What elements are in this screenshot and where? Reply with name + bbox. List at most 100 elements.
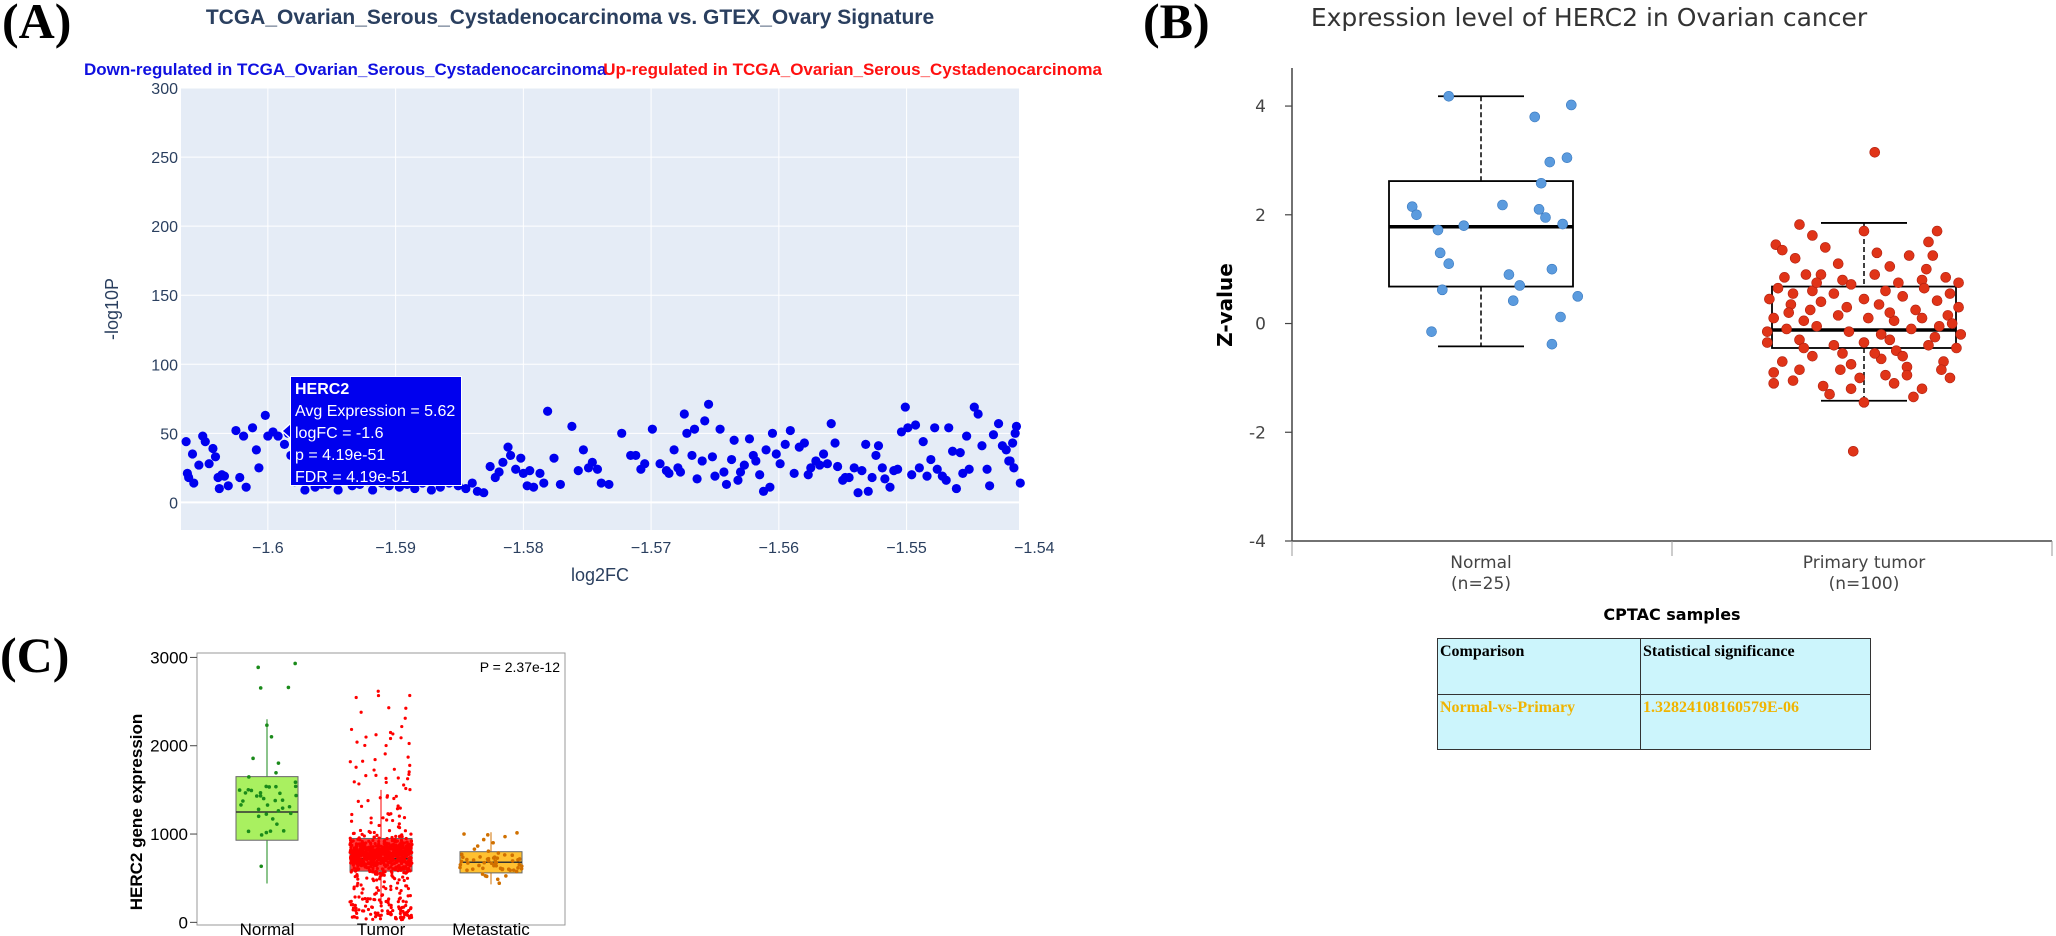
data-point	[459, 859, 464, 864]
data-point	[1008, 438, 1018, 448]
data-point	[388, 844, 392, 848]
data-point	[407, 770, 411, 774]
data-point	[352, 885, 356, 889]
data-point	[223, 481, 233, 491]
data-point	[264, 830, 269, 835]
data-point	[735, 467, 746, 477]
data-point	[516, 453, 526, 463]
data-point	[761, 445, 771, 455]
data-point	[396, 900, 400, 904]
y-ticks-a: 0 50 100 150 200 250 300	[151, 81, 178, 512]
data-point	[402, 905, 406, 909]
data-point	[1880, 285, 1891, 297]
data-point	[247, 423, 258, 433]
data-point	[679, 409, 689, 419]
data-point	[692, 474, 702, 484]
data-point	[387, 842, 391, 846]
data-point	[1807, 285, 1818, 297]
data-point	[387, 903, 391, 907]
data-point	[366, 897, 370, 901]
data-point	[700, 416, 710, 426]
data-point	[1557, 218, 1568, 230]
data-point	[376, 852, 380, 857]
data-point	[363, 904, 368, 908]
data-point	[1815, 269, 1827, 280]
data-point	[400, 833, 404, 837]
x-tick-label: Primary tumor	[1803, 553, 1926, 573]
data-point	[355, 884, 359, 888]
data-point	[258, 791, 263, 795]
data-point	[1811, 277, 1822, 289]
data-point	[498, 457, 508, 467]
data-point	[516, 866, 520, 870]
data-point	[398, 896, 402, 900]
y-tick-label: 250	[151, 150, 178, 167]
data-point	[371, 838, 375, 842]
data-point	[246, 787, 251, 792]
data-point	[348, 900, 352, 904]
data-point	[355, 872, 359, 877]
data-point	[410, 842, 414, 847]
data-point	[366, 799, 370, 803]
data-point	[357, 836, 361, 840]
data-point	[356, 854, 360, 858]
data-point	[393, 861, 397, 865]
data-point	[293, 780, 298, 785]
data-point	[389, 913, 393, 917]
data-point	[1888, 378, 1900, 389]
data-point	[403, 853, 408, 857]
data-point	[385, 863, 390, 867]
data-point	[389, 858, 393, 862]
data-point	[470, 867, 475, 871]
data-point	[397, 814, 401, 818]
data-point	[697, 456, 707, 466]
data-point	[466, 861, 470, 865]
data-point	[264, 784, 268, 789]
data-point	[703, 399, 714, 409]
data-point	[799, 438, 809, 448]
data-point	[181, 437, 191, 447]
data-point	[907, 470, 917, 480]
data-point	[359, 847, 363, 851]
data-point	[1761, 337, 1773, 348]
data-point	[352, 866, 356, 870]
data-point	[1015, 478, 1025, 488]
data-point	[280, 798, 285, 802]
data-point	[1406, 201, 1418, 212]
data-point	[400, 849, 404, 853]
data-point	[399, 842, 404, 846]
data-point	[1798, 315, 1810, 327]
data-point	[1443, 258, 1455, 270]
data-point	[1841, 301, 1853, 313]
data-point	[1906, 323, 1917, 335]
data-point	[1858, 397, 1870, 408]
data-point	[1787, 288, 1799, 299]
data-point	[357, 863, 361, 867]
data-point	[515, 831, 519, 835]
data-point	[385, 837, 389, 841]
data-point	[375, 833, 379, 837]
data-point	[273, 798, 278, 803]
data-point	[1787, 375, 1799, 386]
data-point	[376, 846, 380, 850]
data-point	[353, 853, 358, 858]
data-point	[370, 849, 374, 853]
data-point	[357, 895, 361, 899]
data-point	[480, 872, 485, 876]
data-point	[1507, 295, 1519, 306]
data-point	[1800, 269, 1812, 280]
table-cell: Normal-vs-Primary	[1437, 694, 1641, 750]
data-point	[373, 841, 377, 846]
data-point	[389, 884, 393, 888]
data-point	[857, 466, 867, 476]
data-point	[269, 734, 274, 739]
data-point	[381, 867, 385, 871]
data-point	[376, 888, 381, 892]
data-point	[395, 844, 399, 849]
data-point	[358, 828, 363, 833]
data-point	[294, 793, 298, 798]
data-point	[885, 482, 895, 492]
data-point	[397, 822, 401, 826]
data-point	[237, 788, 242, 792]
data-point	[573, 466, 583, 476]
